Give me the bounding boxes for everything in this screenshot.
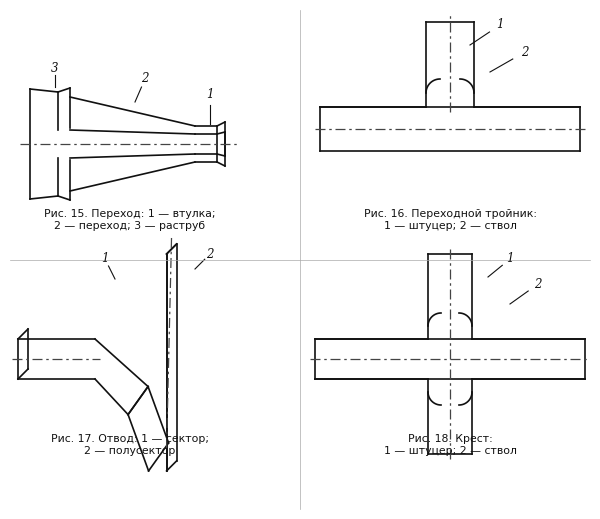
Text: 2: 2 (141, 73, 149, 86)
Text: 1: 1 (496, 19, 504, 32)
Text: 2: 2 (206, 248, 214, 261)
Text: 3: 3 (51, 62, 59, 75)
Text: Рис. 17. Отвод: 1 — сектор;
2 — полусектор: Рис. 17. Отвод: 1 — сектор; 2 — полусект… (51, 434, 209, 456)
Text: 1: 1 (506, 253, 514, 266)
Text: 2: 2 (521, 46, 529, 59)
Text: 1: 1 (206, 88, 214, 101)
Text: Рис. 18. Крест:
1 — штуцер; 2 — ствол: Рис. 18. Крест: 1 — штуцер; 2 — ствол (383, 434, 517, 456)
Text: Рис. 15. Переход: 1 — втулка;
2 — переход; 3 — раструб: Рис. 15. Переход: 1 — втулка; 2 — перехо… (44, 209, 216, 230)
Text: 2: 2 (534, 278, 542, 291)
Text: Рис. 16. Переходной тройник:
1 — штуцер; 2 — ствол: Рис. 16. Переходной тройник: 1 — штуцер;… (364, 209, 536, 230)
Text: 1: 1 (101, 253, 109, 266)
